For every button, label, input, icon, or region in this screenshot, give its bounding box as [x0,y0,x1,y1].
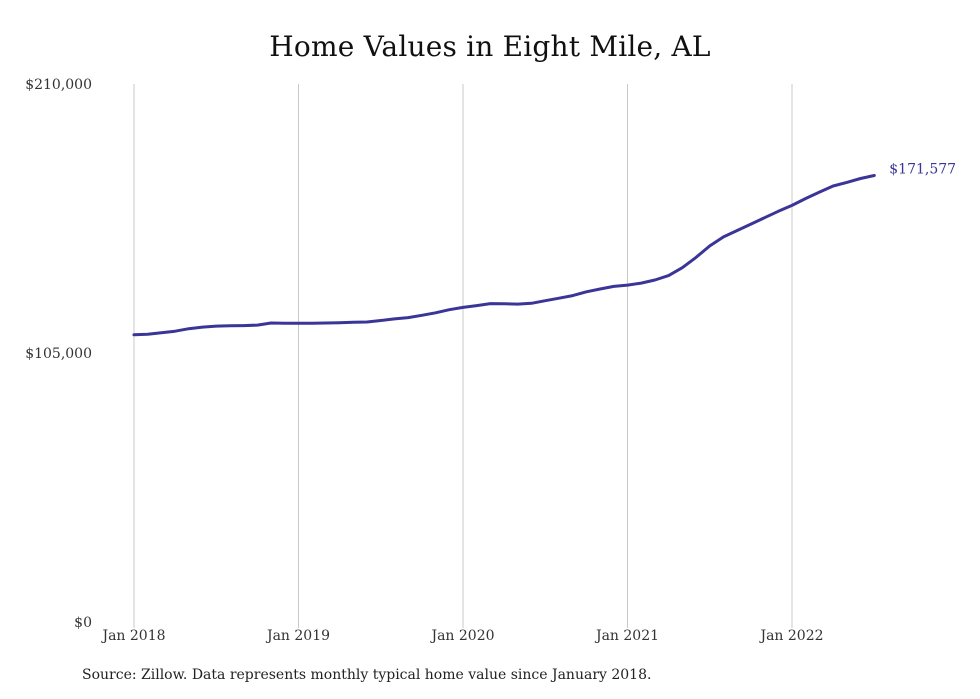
source-note: Source: Zillow. Data represents monthly … [82,667,652,683]
x-tick-label: Jan 2018 [100,628,165,644]
x-tick-label: Jan 2019 [265,628,330,644]
y-axis: $210,000 $105,000 $0 [25,77,92,631]
series-line [132,174,876,337]
y-tick-label: $105,000 [25,346,92,362]
chart-title: Home Values in Eight Mile, AL [269,30,711,63]
data-labels: $171,577 [889,161,956,177]
end-value-label: $171,577 [889,161,956,177]
x-tick-label: Jan 2022 [758,628,823,644]
x-tick-label: Jan 2020 [429,628,494,644]
grid-lines [133,84,793,628]
x-axis: Jan 2018 Jan 2019 Jan 2020 Jan 2021 Jan 2022 [100,628,823,644]
y-tick-label: $210,000 [25,77,92,93]
x-tick-label: Jan 2021 [594,628,659,644]
y-tick-label: $0 [74,615,92,631]
series [132,174,876,337]
